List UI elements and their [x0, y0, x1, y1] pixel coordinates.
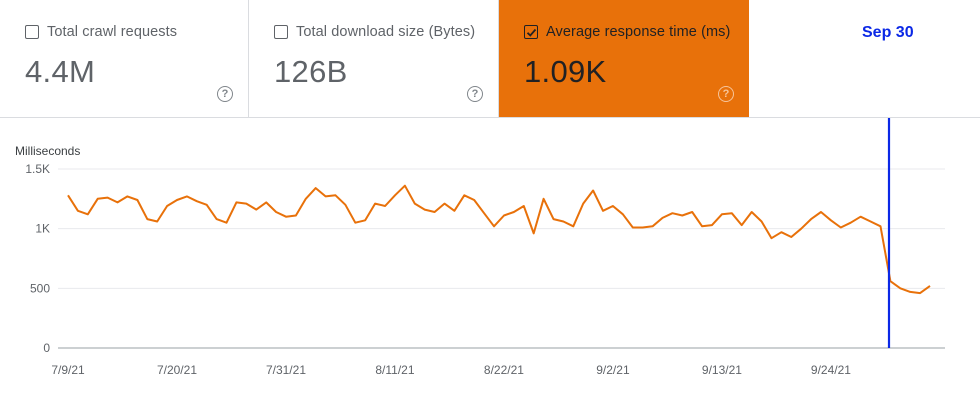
metric-card-crawl-requests[interactable]: Total crawl requests 4.4M ? — [0, 0, 249, 117]
checkbox-unchecked-icon[interactable] — [25, 25, 39, 39]
checkbox-checked-icon[interactable] — [524, 25, 538, 39]
metric-card-header: Total download size (Bytes) — [274, 24, 475, 40]
metric-card-download-size[interactable]: Total download size (Bytes) 126B ? — [249, 0, 499, 117]
y-tick-label: 1.5K — [25, 162, 50, 176]
metric-value: 126B — [274, 54, 348, 89]
checkmark-icon — [526, 28, 536, 37]
help-icon[interactable]: ? — [467, 86, 483, 102]
y-tick-label: 500 — [30, 281, 50, 295]
annotation-label: Sep 30 — [862, 24, 914, 41]
series-line — [67, 184, 931, 295]
series-group — [67, 184, 931, 295]
y-tick-label: 1K — [35, 222, 50, 236]
x-tick-label: 8/11/21 — [375, 363, 414, 377]
metric-label: Total crawl requests — [47, 24, 178, 40]
metric-card-header: Average response time (ms) — [524, 24, 730, 40]
y-tick-label: 0 — [43, 341, 50, 355]
response-time-chart: Milliseconds 1.5K 1K 500 0 7/9/21 7/20/21 7/3… — [15, 118, 945, 377]
x-tick-label: 9/24/21 — [811, 363, 851, 377]
metric-cards: Total crawl requests 4.4M ? Total downlo… — [0, 0, 980, 118]
metric-card-header: Total crawl requests — [25, 24, 177, 40]
y-axis-ticks: 1.5K 1K 500 0 — [25, 162, 50, 355]
x-tick-label: 7/31/21 — [266, 363, 306, 377]
help-icon[interactable]: ? — [718, 86, 734, 102]
metric-label: Total download size (Bytes) — [296, 24, 476, 40]
divider — [0, 117, 980, 118]
metric-label: Average response time (ms) — [546, 24, 731, 40]
checkbox-unchecked-icon[interactable] — [274, 25, 288, 39]
metric-card-response-time[interactable]: Average response time (ms) 1.09K ? — [499, 0, 749, 117]
metric-value: 1.09K — [524, 54, 607, 89]
metric-value: 4.4M — [25, 54, 96, 89]
help-icon[interactable]: ? — [217, 86, 233, 102]
x-tick-label: 8/22/21 — [484, 363, 524, 377]
x-tick-label: 7/9/21 — [51, 363, 85, 377]
x-tick-label: 7/20/21 — [157, 363, 197, 377]
y-axis-title: Milliseconds — [15, 144, 80, 158]
x-tick-label: 9/2/21 — [596, 363, 630, 377]
chart-grid — [58, 168, 945, 349]
x-axis-ticks: 7/9/21 7/20/21 7/31/21 8/11/21 8/22/21 9/2/21… — [51, 363, 851, 377]
x-tick-label: 9/13/21 — [702, 363, 742, 377]
